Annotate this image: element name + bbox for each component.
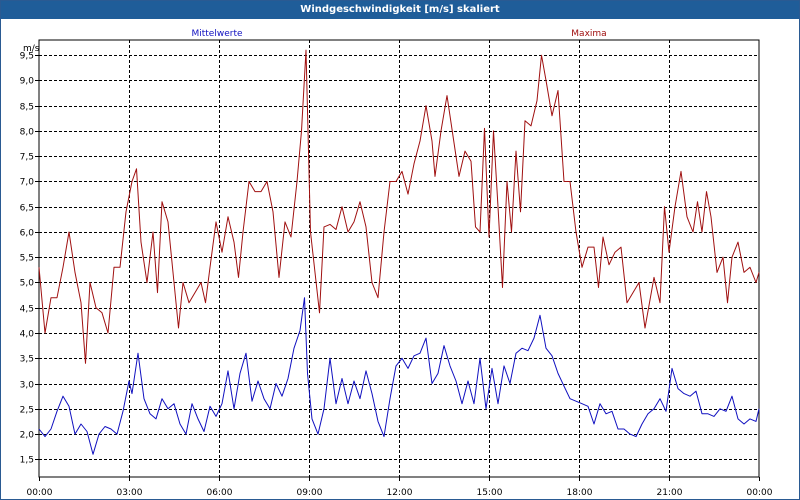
- y-tick-label: 2,0: [20, 431, 35, 441]
- y-tick-label: 5,5: [20, 254, 34, 264]
- y-tick-label: 3,0: [20, 381, 35, 391]
- x-tick-time-label: 15:00: [477, 488, 503, 497]
- series-lines: [38, 49, 760, 455]
- x-tick-time-label: 18:00: [567, 488, 593, 497]
- grid-lines: [35, 40, 760, 481]
- x-tick-time-label: 12:00: [387, 488, 413, 497]
- series-line-maxima: [38, 49, 760, 364]
- y-tick-labels: 1,5 2,0 2,5 3,0 3,5 4,0 4,5 5,0 5,5 6,0 6,5 7,0 7,5 8…: [20, 52, 35, 466]
- y-tick-label: 6,5: [20, 204, 34, 214]
- y-tick-label: 4,5: [20, 305, 34, 315]
- x-tick-time-label: 21:00: [657, 488, 683, 497]
- y-axis-unit-label: m/s: [23, 44, 40, 54]
- x-tick-time-label: 00:00: [747, 488, 773, 497]
- y-tick-label: 4,0: [20, 330, 35, 340]
- wind-speed-chart: 1,5 2,0 2,5 3,0 3,5 4,0 4,5 5,0 5,5 6,0 6,5 7,0 7,5 8…: [20, 29, 773, 497]
- x-tick-time-label: 00:00: [27, 488, 53, 497]
- y-tick-label: 7,5: [20, 153, 34, 163]
- x-tick-time-label: 09:00: [297, 488, 323, 497]
- y-tick-label: 8,0: [20, 128, 35, 138]
- y-tick-label: 7,0: [20, 178, 35, 188]
- window-title: Windgeschwindigkeit [m/s] skaliert: [1, 1, 799, 19]
- y-tick-label: 6,0: [20, 229, 35, 239]
- y-tick-label: 1,5: [20, 456, 34, 466]
- y-tick-label: 9,5: [20, 52, 34, 62]
- y-tick-label: 5,0: [20, 279, 35, 289]
- x-tick-labels: 00:0003.10.2503:0003.10.2506:0003.10.250…: [27, 488, 773, 497]
- legend-maxima: Maxima: [571, 29, 606, 39]
- series-line-mittelwerte: [38, 297, 760, 455]
- y-tick-label: 8,5: [20, 103, 34, 113]
- legend-mittelwerte: Mittelwerte: [191, 29, 242, 39]
- x-tick-time-label: 06:00: [207, 488, 233, 497]
- y-tick-label: 2,5: [20, 406, 34, 416]
- x-tick-time-label: 03:00: [117, 488, 143, 497]
- y-tick-label: 3,5: [20, 355, 34, 365]
- y-tick-label: 9,0: [20, 77, 35, 87]
